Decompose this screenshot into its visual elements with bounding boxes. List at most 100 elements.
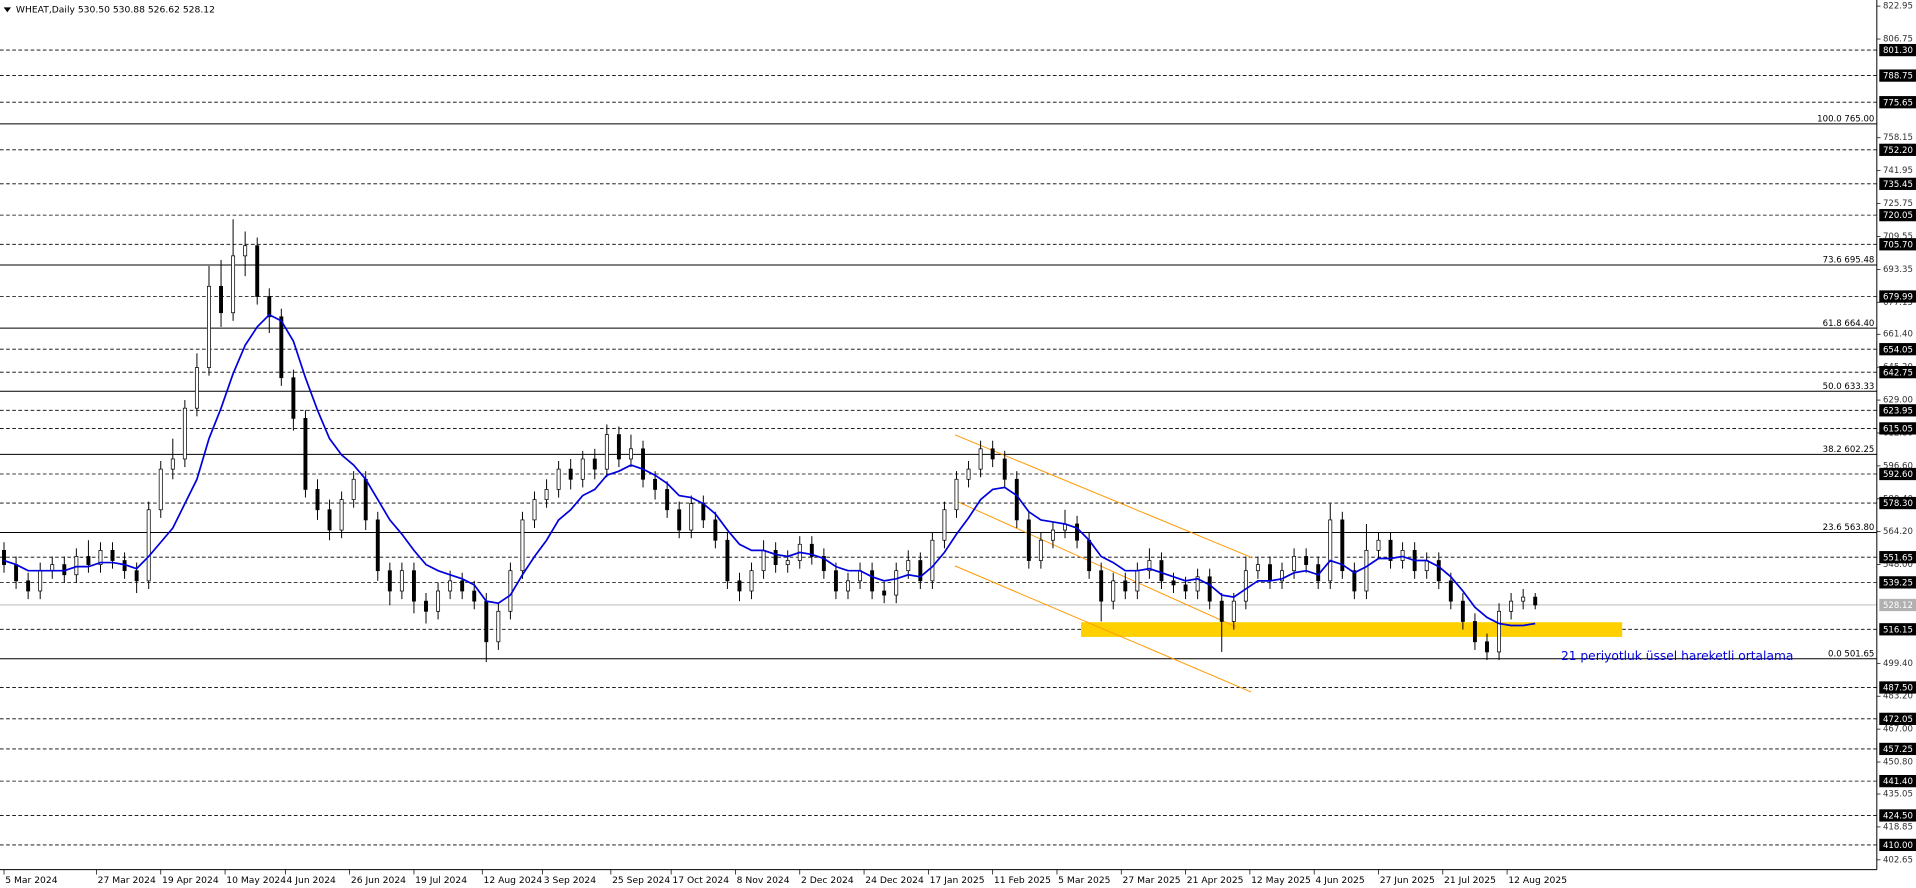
candle-body xyxy=(1485,641,1489,653)
candle-body xyxy=(1448,580,1453,602)
candle-body xyxy=(14,564,19,582)
candle-body xyxy=(363,478,368,521)
candle-body xyxy=(954,478,959,511)
candle-body xyxy=(1509,600,1514,612)
candle-body xyxy=(110,550,115,561)
candle-body xyxy=(641,448,645,480)
candle-body xyxy=(1195,576,1200,592)
last-price-box xyxy=(1879,598,1916,612)
level-label: 654.05 xyxy=(1883,345,1913,355)
candle-body xyxy=(182,407,187,460)
candle-body xyxy=(1304,556,1309,565)
x-tick-label: 19 Apr 2024 xyxy=(162,875,219,886)
y-tick-label: 629.00 xyxy=(1883,396,1913,406)
candle-body xyxy=(1424,560,1429,572)
candle-body xyxy=(98,550,103,565)
candle-body xyxy=(146,509,151,582)
candle-body xyxy=(1255,564,1260,572)
candle-body xyxy=(966,468,971,480)
y-tick-label: 725.75 xyxy=(1883,199,1913,209)
x-tick-label: 17 Jan 2025 xyxy=(930,875,985,886)
candle-body xyxy=(1521,596,1526,602)
candle-body xyxy=(1219,600,1224,622)
level-label-box xyxy=(1879,209,1916,222)
x-tick-label: 11 Feb 2025 xyxy=(994,875,1051,886)
level-label: 735.45 xyxy=(1883,180,1913,190)
candle-body xyxy=(387,570,392,592)
y-tick-label: 822.95 xyxy=(1883,2,1913,12)
candle-body xyxy=(26,580,31,592)
level-label-box xyxy=(1879,681,1916,694)
level-label: 642.75 xyxy=(1883,368,1913,378)
candle-body xyxy=(918,560,923,582)
x-tick-label: 5 Mar 2025 xyxy=(1058,875,1110,886)
candle-body xyxy=(303,417,308,490)
level-label-box xyxy=(1879,96,1916,109)
candle-body xyxy=(568,468,573,480)
candle-body xyxy=(1388,539,1393,561)
candle-body xyxy=(1280,570,1284,582)
candle-body xyxy=(158,468,163,511)
candle-body xyxy=(1099,570,1104,602)
level-label-box xyxy=(1879,43,1916,57)
last-price-label: 528.12 xyxy=(1883,601,1913,611)
level-label-box xyxy=(1879,576,1916,589)
y-tick-label: 596.60 xyxy=(1883,461,1913,471)
candle-body xyxy=(1026,519,1031,561)
candle-body xyxy=(725,539,730,582)
candle-body xyxy=(86,556,91,565)
y-tick-label: 483.20 xyxy=(1883,692,1913,702)
level-label: 487.50 xyxy=(1883,684,1913,694)
level-label: 410.00 xyxy=(1883,841,1913,851)
y-tick-label: 758.15 xyxy=(1883,133,1913,143)
candle-body xyxy=(448,580,453,592)
x-tick-label: 3 Sep 2024 xyxy=(544,875,596,886)
fib-label: 50.0 633.33 xyxy=(1823,382,1875,392)
candle-body xyxy=(339,499,344,531)
level-label: 592.60 xyxy=(1883,470,1913,480)
level-label-box xyxy=(1879,238,1916,251)
candle-body xyxy=(894,570,899,596)
candle-body xyxy=(870,570,875,592)
level-label: 720.05 xyxy=(1883,211,1913,221)
candle-body xyxy=(1183,584,1188,592)
level-label-box xyxy=(1879,712,1916,725)
level-label: 623.95 xyxy=(1883,406,1913,416)
y-tick-label: 418.85 xyxy=(1883,822,1913,832)
level-label: 775.65 xyxy=(1883,98,1913,108)
candle-body xyxy=(291,377,296,419)
candle-body xyxy=(1147,560,1152,572)
candle-body xyxy=(1376,539,1381,551)
candle-body xyxy=(629,448,633,460)
candle-body xyxy=(508,570,513,612)
candle-body xyxy=(38,570,43,592)
candle-body xyxy=(170,458,175,470)
candle-body xyxy=(1292,556,1297,572)
candle-body xyxy=(399,570,404,592)
y-tick-label: 548.00 xyxy=(1883,560,1913,570)
header-arrow xyxy=(3,7,12,13)
level-label: 551.65 xyxy=(1883,553,1913,563)
level-label: 441.40 xyxy=(1883,777,1913,787)
level-label-box xyxy=(1879,838,1916,852)
candle-body xyxy=(267,296,272,318)
level-label-box xyxy=(1879,422,1916,435)
y-tick-label: 661.40 xyxy=(1883,330,1913,340)
y-tick-label: 693.35 xyxy=(1883,265,1913,275)
candle-body xyxy=(1207,576,1212,602)
candle-body xyxy=(689,503,694,531)
candle-body xyxy=(134,570,139,582)
x-tick-label: 19 Jul 2024 xyxy=(415,875,467,886)
ema-annotation: 21 periyotluk üssel hareketli ortalama xyxy=(1561,649,1793,663)
candle-body xyxy=(1231,600,1236,622)
candle-body xyxy=(2,550,6,565)
channel-middle xyxy=(958,501,1237,628)
candle-body xyxy=(1268,564,1272,582)
x-tick-label: 5 Mar 2024 xyxy=(5,875,57,886)
level-label: 539.25 xyxy=(1883,578,1913,588)
ema-line xyxy=(3,313,1536,627)
candle-body xyxy=(737,580,742,592)
candle-body xyxy=(472,590,477,602)
y-tick-label: 709.55 xyxy=(1883,232,1913,242)
level-label: 424.50 xyxy=(1883,812,1913,822)
